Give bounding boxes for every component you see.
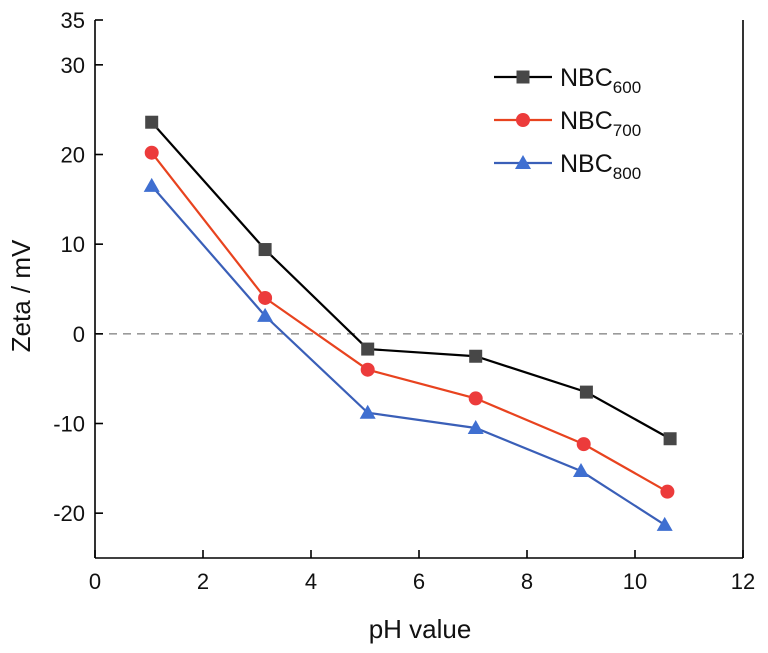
series-layer [143, 115, 677, 531]
y-tick-label: -20 [53, 501, 85, 526]
x-tick-label: 4 [305, 569, 317, 594]
y-axis: -20 -10 0 10 20 30 35 [53, 8, 103, 526]
data-point [468, 391, 483, 406]
data-point [144, 145, 159, 160]
series-NBC700 [144, 145, 675, 499]
data-point [656, 516, 673, 531]
data-point [361, 342, 375, 356]
legend-label: NBC700 [560, 107, 641, 140]
data-point [258, 243, 272, 257]
data-point [258, 290, 273, 305]
x-tick-label: 8 [521, 569, 533, 594]
legend-item: NBC600 [494, 64, 641, 97]
data-point [573, 463, 589, 478]
legend: NBC600 NBC700 NBC800 [494, 64, 641, 183]
y-tick-label: 20 [61, 143, 85, 168]
x-tick-label: 6 [413, 569, 425, 594]
legend-marker [515, 155, 531, 169]
legend-label: NBC600 [560, 64, 641, 97]
series-NBC800 [143, 177, 673, 531]
y-tick-label: -10 [53, 412, 85, 437]
x-tick-label: 0 [89, 569, 101, 594]
x-tick-label: 12 [731, 569, 755, 594]
legend-item: NBC700 [494, 107, 641, 140]
x-tick-label: 10 [623, 569, 647, 594]
legend-marker [516, 113, 530, 127]
data-point [145, 115, 159, 129]
data-point [359, 404, 376, 419]
legend-marker [516, 70, 530, 84]
x-tick-label: 2 [197, 569, 209, 594]
data-point [663, 432, 677, 446]
x-axis-title: pH value [369, 614, 472, 644]
data-point [143, 177, 160, 192]
x-axis: 0 2 4 6 8 10 12 [89, 550, 755, 594]
data-point [257, 307, 274, 322]
legend-label: NBC800 [560, 150, 641, 183]
series-line [150, 152, 668, 493]
y-axis-title: Zeta / mV [6, 239, 36, 352]
series-NBC600 [145, 115, 677, 446]
y-tick-label: 30 [61, 53, 85, 78]
data-point [360, 362, 375, 377]
y-tick-label: 10 [61, 232, 85, 257]
data-point [660, 484, 675, 499]
data-point [469, 349, 483, 363]
data-point [576, 437, 591, 452]
data-point [579, 385, 593, 399]
legend-item: NBC800 [494, 150, 641, 183]
plot-frame [94, 20, 744, 559]
y-tick-label: 0 [73, 322, 85, 347]
data-point [467, 419, 484, 434]
series-line [150, 121, 671, 440]
y-tick-label: 35 [61, 8, 85, 33]
series-line [150, 185, 666, 526]
